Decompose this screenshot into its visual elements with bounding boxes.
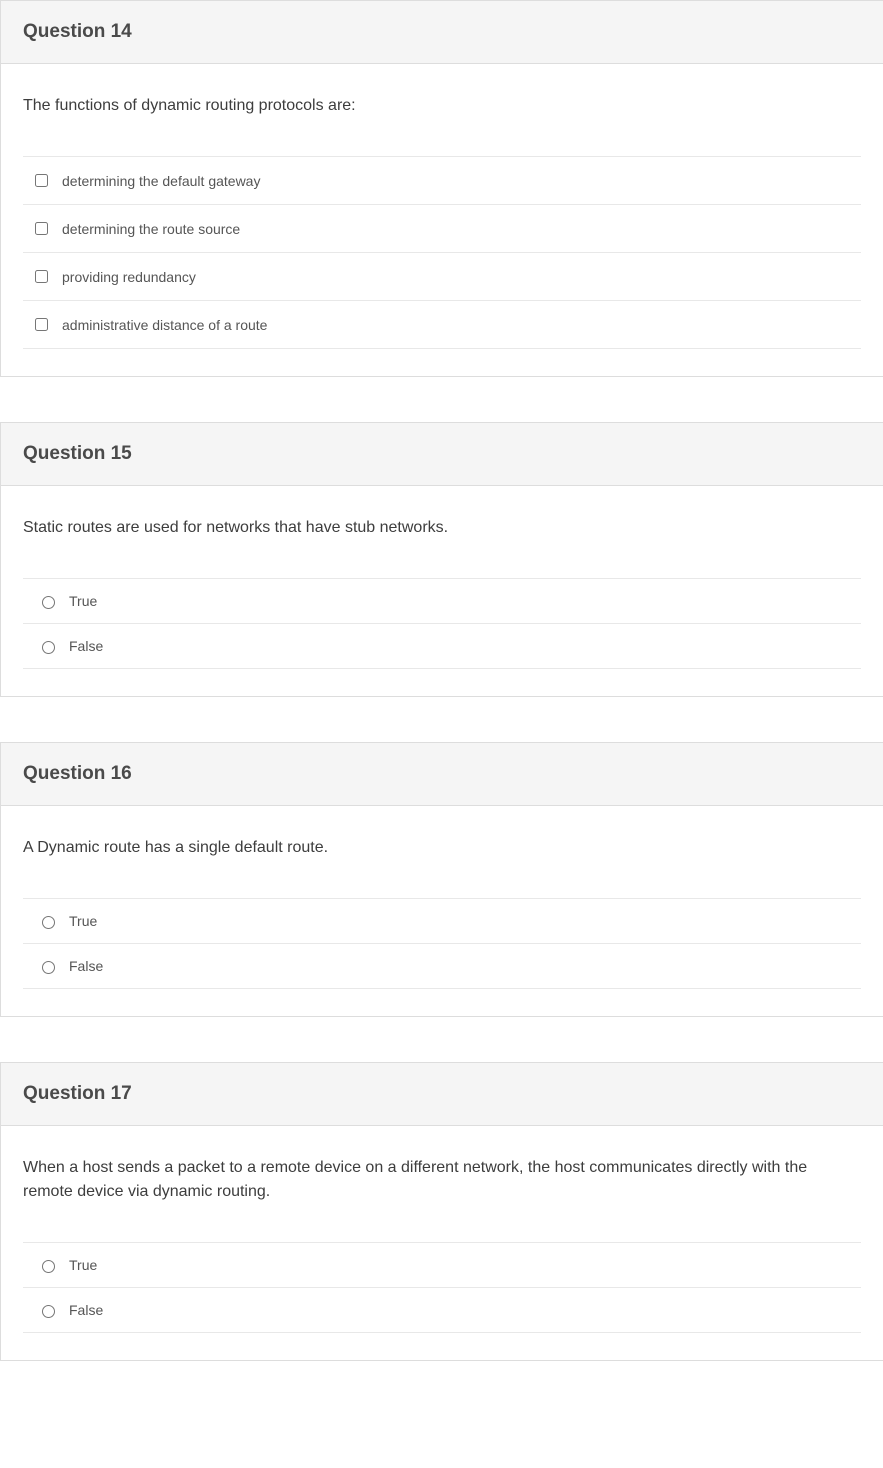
question-title: Question 16 <box>23 763 132 784</box>
question-body: Static routes are used for networks that… <box>1 486 883 696</box>
option-row[interactable]: determining the default gateway <box>23 157 861 205</box>
option-label: providing redundancy <box>62 269 853 285</box>
option-label: False <box>69 1302 853 1318</box>
question-block-17: Question 17 When a host sends a packet t… <box>0 1062 883 1361</box>
option-checkbox[interactable] <box>35 270 48 283</box>
question-title: Question 17 <box>23 1083 132 1104</box>
block-footer-spacer <box>23 348 861 376</box>
option-row[interactable]: False <box>23 624 861 668</box>
options-list: True False <box>23 578 861 668</box>
option-label: determining the default gateway <box>62 173 853 189</box>
option-radio[interactable] <box>42 916 55 929</box>
question-title: Question 15 <box>23 443 132 464</box>
option-label: determining the route source <box>62 221 853 237</box>
question-header: Question 17 <box>1 1063 883 1126</box>
option-checkbox[interactable] <box>35 174 48 187</box>
question-body: A Dynamic route has a single default rou… <box>1 806 883 1016</box>
option-radio[interactable] <box>42 596 55 609</box>
block-footer-spacer <box>23 988 861 1016</box>
option-label: False <box>69 638 853 654</box>
option-radio[interactable] <box>42 641 55 654</box>
question-prompt: The functions of dynamic routing protoco… <box>23 94 861 118</box>
question-block-14: Question 14 The functions of dynamic rou… <box>0 0 883 377</box>
option-label: True <box>69 1257 853 1273</box>
option-row[interactable]: True <box>23 899 861 944</box>
question-block-15: Question 15 Static routes are used for n… <box>0 422 883 697</box>
option-row[interactable]: providing redundancy <box>23 253 861 301</box>
option-row[interactable]: True <box>23 579 861 624</box>
question-body: The functions of dynamic routing protoco… <box>1 64 883 376</box>
option-checkbox[interactable] <box>35 222 48 235</box>
options-list: True False <box>23 898 861 988</box>
option-row[interactable]: determining the route source <box>23 205 861 253</box>
question-header: Question 16 <box>1 743 883 806</box>
question-body: When a host sends a packet to a remote d… <box>1 1126 883 1360</box>
options-list: True False <box>23 1242 861 1332</box>
question-block-16: Question 16 A Dynamic route has a single… <box>0 742 883 1017</box>
question-header: Question 14 <box>1 1 883 64</box>
question-title: Question 14 <box>23 21 132 42</box>
option-row[interactable]: False <box>23 1288 861 1332</box>
block-footer-spacer <box>23 668 861 696</box>
question-prompt: Static routes are used for networks that… <box>23 516 861 540</box>
option-checkbox[interactable] <box>35 318 48 331</box>
option-radio[interactable] <box>42 1260 55 1273</box>
option-label: True <box>69 913 853 929</box>
option-label: False <box>69 958 853 974</box>
option-label: administrative distance of a route <box>62 317 853 333</box>
question-prompt: A Dynamic route has a single default rou… <box>23 836 861 860</box>
question-header: Question 15 <box>1 423 883 486</box>
block-footer-spacer <box>23 1332 861 1360</box>
option-label: True <box>69 593 853 609</box>
option-row[interactable]: True <box>23 1243 861 1288</box>
option-radio[interactable] <box>42 961 55 974</box>
question-prompt: When a host sends a packet to a remote d… <box>23 1156 861 1204</box>
option-row[interactable]: administrative distance of a route <box>23 301 861 348</box>
option-radio[interactable] <box>42 1305 55 1318</box>
options-list: determining the default gateway determin… <box>23 156 861 348</box>
option-row[interactable]: False <box>23 944 861 988</box>
